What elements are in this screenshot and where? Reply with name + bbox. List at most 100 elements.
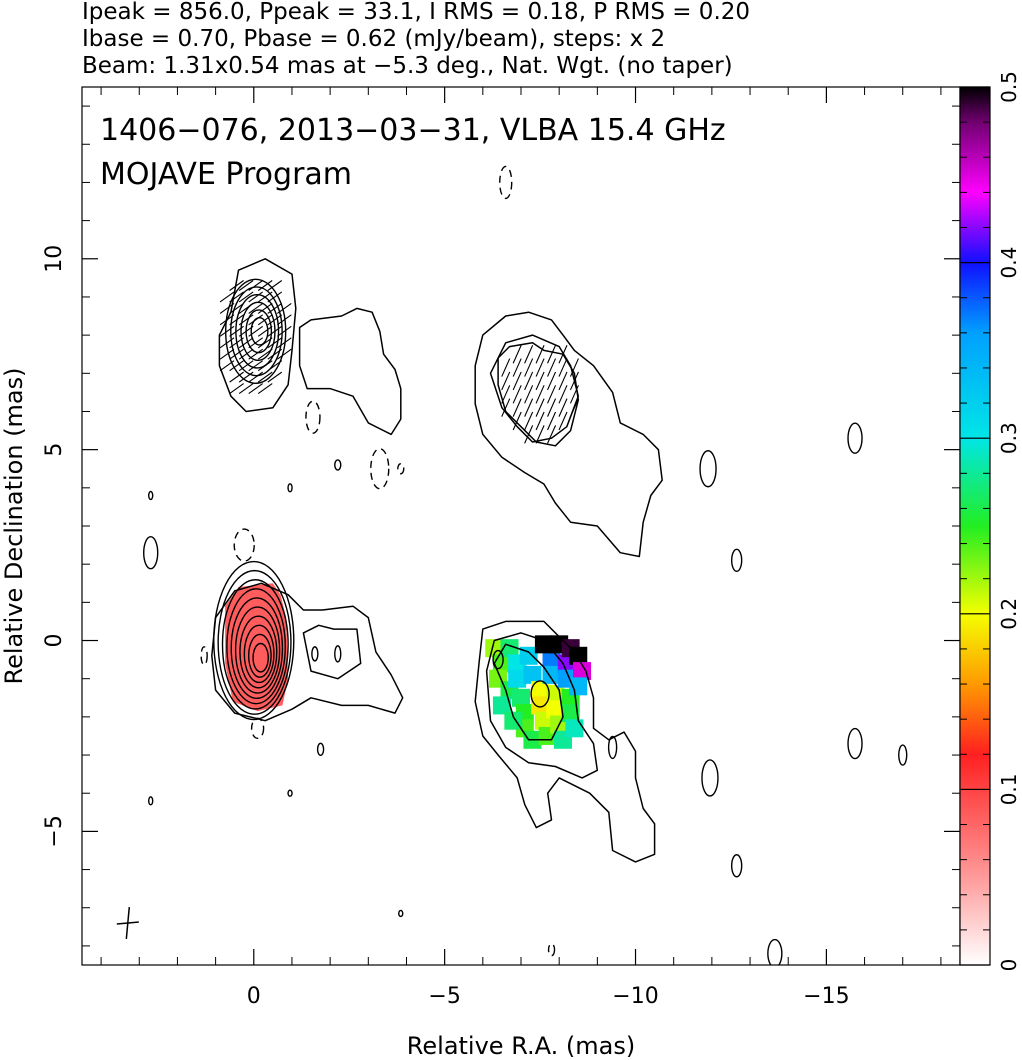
contour (287, 483, 293, 493)
contour (493, 643, 564, 741)
x-tick-label: −5 (428, 984, 460, 1009)
polarization-pixel (519, 646, 538, 665)
contour (148, 490, 154, 501)
polarization-vector (248, 314, 264, 326)
polarization-vector (257, 348, 273, 360)
polarization-vector (219, 302, 235, 314)
polarization-vector (569, 398, 579, 417)
polarization-vector (229, 337, 244, 349)
polarization-vector (501, 398, 511, 417)
colorbar-ticks: 0 0.1 0.2 0.3 0.4 0.5 (960, 71, 1021, 971)
polarization-vector (558, 398, 568, 417)
polarization-vector (229, 360, 244, 372)
polarization-vector (512, 411, 522, 431)
polarization-vector (524, 398, 534, 417)
polarization-vector (219, 325, 235, 337)
contour (148, 796, 154, 806)
header-line-2: Ibase = 0.70, Pbase = 0.62 (mJy/beam), s… (82, 26, 665, 52)
polarization-vector (248, 371, 264, 383)
contour (302, 624, 362, 680)
polarization-vector (277, 314, 292, 326)
contour (847, 422, 863, 454)
polarization-vector (229, 383, 244, 395)
polarization-vectors (219, 280, 579, 444)
polarization-vector (238, 383, 254, 395)
polarization-vector (248, 291, 264, 303)
intensity-contours (143, 165, 908, 965)
contour (474, 311, 663, 558)
polarization-vector (277, 337, 292, 349)
polarization-vector (238, 314, 254, 326)
polarization-pixel (565, 719, 584, 738)
colorbar-tick-label: 0.2 (997, 598, 1021, 630)
polarization-pixel (508, 669, 527, 688)
contour (239, 615, 278, 689)
contour (398, 909, 404, 918)
polarization-vector (512, 371, 522, 391)
polarization-vector (219, 314, 235, 326)
polarization-vector (238, 371, 254, 383)
polarization-vector (267, 280, 283, 291)
polarization-vector (257, 280, 273, 291)
polarization-vector (248, 325, 264, 337)
polarization-vector (558, 358, 568, 377)
polarization-vector (229, 302, 244, 314)
polarization-vector (501, 385, 511, 404)
polarization-vector (238, 360, 254, 372)
polarization-vector (219, 348, 235, 360)
polarization-vector (248, 280, 264, 291)
colorbar-tick-label: 0.3 (997, 422, 1021, 454)
contour (243, 624, 275, 684)
polarization-pixel (531, 696, 550, 715)
y-tick-label: 5 (42, 443, 67, 457)
polarization-pixel (561, 704, 580, 723)
beam-minor-axis (116, 921, 139, 925)
polarization-vector (524, 425, 534, 444)
polarization-vector (547, 425, 557, 444)
polarization-vector (229, 325, 244, 337)
polarization-vector (512, 344, 522, 364)
polarization-vector (524, 358, 534, 377)
contour (699, 450, 717, 488)
negative-contour (233, 528, 255, 562)
polarization-vector (257, 337, 273, 349)
polarization-pixel (569, 677, 588, 696)
contour (230, 286, 283, 377)
contour (287, 789, 293, 797)
polarization-pixel (546, 700, 565, 719)
contour (485, 632, 599, 779)
polarization-vector (569, 385, 579, 404)
polarization-vector (512, 358, 522, 377)
polarization-vector (257, 302, 273, 314)
negative-contour (499, 165, 513, 200)
chart-title: 1406−076, 2013−03−31, VLBA 15.4 GHz (100, 113, 726, 148)
chart-subtitle: MOJAVE Program (100, 157, 352, 192)
contour (334, 645, 342, 663)
polarization-vector (547, 385, 557, 404)
polarization-pixel (485, 639, 504, 658)
y-tick-label: −5 (42, 815, 67, 847)
negative-contour (250, 717, 265, 740)
polarization-vector (569, 358, 579, 377)
colorbar (959, 86, 991, 966)
contour (226, 588, 286, 705)
contour (211, 582, 404, 722)
polarization-vector (257, 325, 273, 337)
colorbar-tick-label: 0.5 (997, 71, 1021, 103)
polarization-vector (267, 360, 283, 372)
y-axis-label: Relative Declination (mas) (0, 367, 28, 684)
polarization-vector (257, 291, 273, 303)
polarization-vector (257, 383, 273, 395)
polarization-vector (524, 371, 534, 391)
contour (701, 759, 719, 797)
contour (221, 579, 289, 710)
polarization-vector (248, 360, 264, 372)
beam-marker (116, 907, 139, 940)
polarization-vector (219, 291, 235, 303)
y-tick-label: 0 (42, 634, 67, 648)
polarization-vector (535, 411, 545, 431)
polarization-vector (267, 325, 283, 337)
contour (224, 278, 287, 385)
